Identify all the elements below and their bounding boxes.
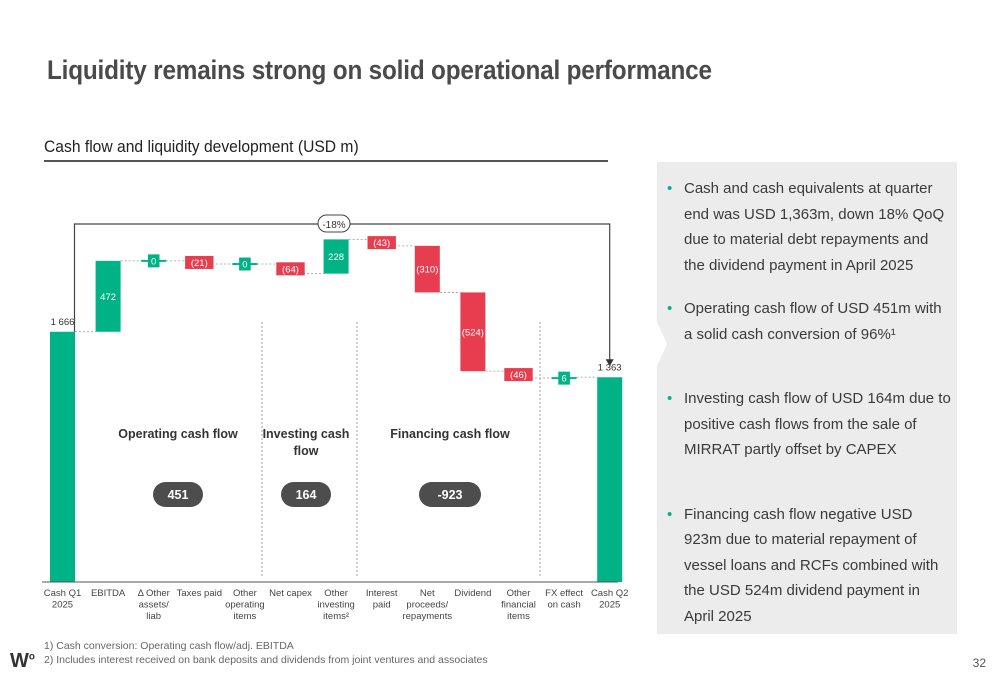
data-label: (21) xyxy=(191,258,208,269)
category-label: Other xyxy=(233,588,257,599)
data-label: 0 xyxy=(151,256,156,267)
category-label: on cash xyxy=(547,600,580,611)
data-label: 0 xyxy=(242,260,247,271)
group-title: Investing cash xyxy=(263,427,350,441)
waterfall-chart: 1 666 472 0 (21) 0 (64) 228 (43) (310) (524) (46) 6… xyxy=(42,214,629,622)
data-label-box xyxy=(239,257,251,271)
footnote: 2) Includes interest received on bank de… xyxy=(44,654,488,666)
data-label-box xyxy=(558,371,570,385)
bullet-item: Operating cash flow of USD 451m with a s… xyxy=(667,296,952,347)
category-label: Other xyxy=(507,588,531,599)
group-total: 451 xyxy=(168,488,189,502)
category-label: 2025 xyxy=(52,600,73,611)
category-label: items xyxy=(234,611,257,622)
bullet-item: Investing cash flow of USD 164m due to p… xyxy=(667,386,952,463)
category-label: proceeds/ xyxy=(406,600,448,611)
footnote: 1) Cash conversion: Operating cash flow/… xyxy=(44,640,294,652)
subtitle-divider xyxy=(44,160,608,162)
data-label: (46) xyxy=(510,370,527,381)
group-total: 164 xyxy=(296,488,317,502)
change-label: -18% xyxy=(322,220,345,231)
bar-6 xyxy=(323,239,349,274)
bar-0 xyxy=(50,331,75,582)
category-label: Net capex xyxy=(269,588,312,599)
chart-subtitle: Cash flow and liquidity development (USD… xyxy=(44,137,359,156)
company-logo: Wo xyxy=(10,650,35,672)
category-label: liab xyxy=(146,611,161,622)
data-label: 1 363 xyxy=(598,362,622,373)
category-label: Cash Q2 xyxy=(591,588,629,599)
group-total: -923 xyxy=(437,488,462,502)
group-title: Financing cash flow xyxy=(390,427,510,441)
group-total-pill xyxy=(419,482,481,507)
change-arrowhead xyxy=(605,359,614,367)
group-title: flow xyxy=(294,444,319,458)
bar-9 xyxy=(460,292,486,372)
data-label: (64) xyxy=(282,264,299,275)
data-label: 472 xyxy=(100,292,116,303)
category-label: repayments xyxy=(402,611,452,622)
category-label: EBITDA xyxy=(91,588,126,599)
data-label-box xyxy=(504,368,533,382)
commentary-bullets: Cash and cash equivalents at quarter end… xyxy=(667,176,952,629)
bar-1 xyxy=(95,260,121,332)
bullet-item: Financing cash flow negative USD 923m du… xyxy=(667,502,952,630)
data-label: (310) xyxy=(416,265,438,276)
logo-letter: W xyxy=(10,650,29,672)
category-label: paid xyxy=(373,600,391,611)
panel-notch xyxy=(657,322,667,366)
category-label: Δ Other xyxy=(138,588,170,599)
group-total-pill xyxy=(281,482,331,507)
data-label-box xyxy=(276,262,305,276)
data-label: 228 xyxy=(328,252,344,263)
data-label-box xyxy=(185,255,214,269)
data-label: 6 xyxy=(561,374,566,385)
data-label: 1 666 xyxy=(51,317,75,328)
bar-8 xyxy=(414,245,440,293)
category-label: operating xyxy=(225,600,265,611)
category-label: items xyxy=(507,611,530,622)
category-label: Cash Q1 xyxy=(44,588,82,599)
category-label: financial xyxy=(501,600,536,611)
category-label: Taxes paid xyxy=(177,588,222,599)
change-badge xyxy=(317,214,351,233)
category-label: 2025 xyxy=(599,600,620,611)
data-label: (43) xyxy=(373,238,390,249)
category-label: items² xyxy=(323,611,349,622)
data-label: (524) xyxy=(462,327,484,338)
category-label: Interest xyxy=(366,588,398,599)
group-title: Operating cash flow xyxy=(118,427,238,441)
page-title: Liquidity remains strong on solid operat… xyxy=(47,55,712,85)
group-total-pill xyxy=(153,482,203,507)
category-label: Net xyxy=(420,588,435,599)
category-label: Dividend xyxy=(454,588,491,599)
bullet-item: Cash and cash equivalents at quarter end… xyxy=(667,176,952,278)
category-label: FX effect xyxy=(545,588,583,599)
data-label-box xyxy=(367,236,396,250)
page-number: 32 xyxy=(972,656,986,670)
category-label: assets/ xyxy=(139,600,169,611)
data-label-box xyxy=(147,254,160,268)
category-label: Other xyxy=(324,588,348,599)
bar-12 xyxy=(597,377,623,582)
category-label: investing xyxy=(317,600,355,611)
footnotes: 1) Cash conversion: Operating cash flow/… xyxy=(44,639,488,667)
